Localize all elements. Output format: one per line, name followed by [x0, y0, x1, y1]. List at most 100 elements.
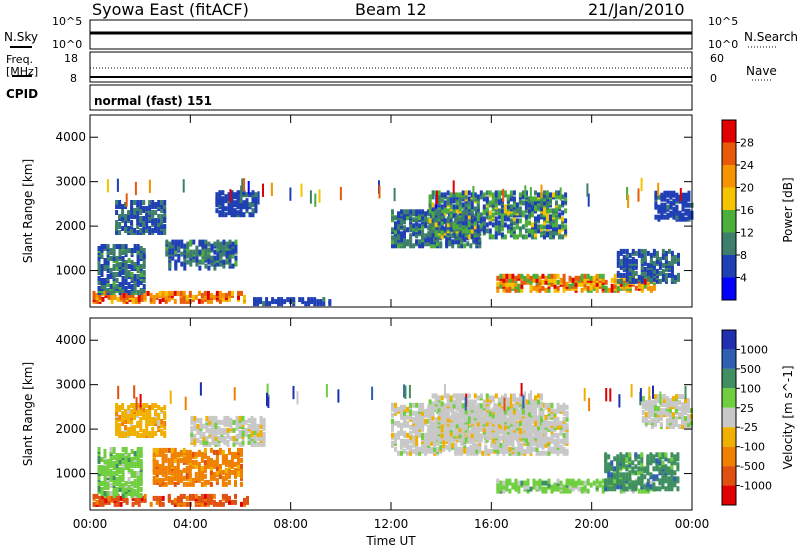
power-cell — [207, 259, 211, 265]
power-cell — [658, 278, 662, 284]
power-cell — [553, 277, 557, 283]
power-streak — [586, 183, 589, 197]
power-cell — [406, 215, 409, 221]
velocity-cell — [499, 484, 503, 490]
velocity-cell — [197, 461, 201, 467]
power-cell — [574, 281, 578, 287]
velocity-cell — [646, 478, 650, 484]
power-cell — [500, 226, 504, 232]
power-cell — [546, 224, 549, 230]
velocity-cell — [616, 474, 620, 480]
velocity-cell — [121, 471, 125, 476]
power-cell — [485, 228, 489, 234]
power-cell — [669, 200, 673, 206]
power-cell — [216, 239, 220, 245]
velocity-cell — [415, 424, 419, 430]
velocity-cell — [176, 501, 180, 507]
power-cell — [186, 241, 190, 247]
power-cell — [534, 216, 537, 222]
velocity-cell — [170, 461, 174, 467]
velocity-cell — [541, 412, 545, 418]
velocity-cell — [497, 423, 501, 429]
velocity-cell — [247, 423, 251, 429]
power-cell — [549, 214, 552, 220]
power-cell — [428, 208, 432, 214]
power-cell — [92, 294, 96, 300]
velocity-cell — [409, 430, 413, 436]
power-cell — [485, 206, 489, 212]
velocity-cell — [479, 403, 483, 409]
velocity-cell — [145, 415, 149, 420]
velocity-cell — [262, 421, 266, 427]
velocity-cell — [655, 466, 659, 472]
velocity-cell — [415, 402, 419, 408]
power-cell — [391, 243, 394, 249]
power-cell — [177, 257, 181, 263]
power-cell — [511, 281, 515, 287]
velocity-cell — [203, 493, 207, 499]
velocity-cell — [443, 411, 447, 417]
velocity-cell — [115, 421, 119, 426]
power-cell — [458, 222, 462, 228]
velocity-cell — [208, 415, 212, 421]
power-cell — [628, 276, 632, 282]
velocity-cell — [534, 411, 537, 417]
velocity-cell — [158, 451, 162, 457]
velocity-cell — [98, 495, 102, 501]
power-cell — [646, 250, 650, 256]
power-cell — [518, 232, 522, 238]
power-cell — [212, 294, 216, 300]
velocity-cell — [127, 431, 131, 436]
power-cell — [654, 200, 658, 206]
power-cell — [215, 196, 219, 202]
power-cell — [478, 237, 482, 243]
power-cell — [222, 239, 226, 245]
power-cell — [452, 222, 456, 228]
velocity-cell — [470, 411, 474, 417]
velocity-cell — [565, 410, 569, 416]
power-cell — [242, 200, 246, 206]
power-cell — [631, 272, 635, 278]
power-cell — [496, 281, 500, 287]
velocity-cell — [547, 402, 551, 408]
power-cell — [259, 297, 263, 303]
velocity-cell — [124, 433, 128, 438]
power-cell — [301, 297, 305, 303]
power-cell — [497, 190, 501, 196]
velocity-cell — [559, 430, 563, 436]
velocity-cell — [121, 403, 125, 408]
power-cell — [409, 237, 413, 243]
power-cell — [154, 218, 158, 223]
power-cell — [505, 277, 509, 283]
power-cell — [400, 231, 403, 237]
power-cell — [127, 282, 131, 287]
power-cell — [488, 200, 492, 206]
velocity-cell — [115, 477, 119, 482]
velocity-cell — [253, 433, 257, 439]
velocity-cell — [139, 405, 143, 410]
power-cell — [433, 237, 437, 243]
velocity-cell — [484, 444, 488, 450]
velocity-cell — [103, 449, 107, 454]
power-cell — [185, 294, 189, 300]
velocity-cell — [544, 418, 548, 424]
velocity-cell — [155, 495, 159, 501]
power-cell — [458, 200, 462, 206]
power-cell — [218, 196, 222, 202]
velocity-cell — [118, 487, 122, 492]
velocity-cell — [127, 405, 131, 410]
velocity-cell — [167, 469, 171, 475]
power-cell — [515, 208, 519, 214]
velocity-cell — [412, 448, 416, 454]
velocity-cell — [494, 393, 498, 399]
velocity-cell — [200, 501, 204, 507]
velocity-cell — [616, 458, 620, 464]
power-cell — [133, 208, 137, 213]
power-cell — [440, 224, 444, 230]
velocity-cell — [212, 499, 216, 505]
velocity-cell — [479, 417, 483, 423]
velocity-cell — [437, 395, 441, 401]
power-cell — [234, 261, 238, 267]
velocity-cell — [518, 421, 522, 427]
velocity-cell — [508, 446, 512, 452]
